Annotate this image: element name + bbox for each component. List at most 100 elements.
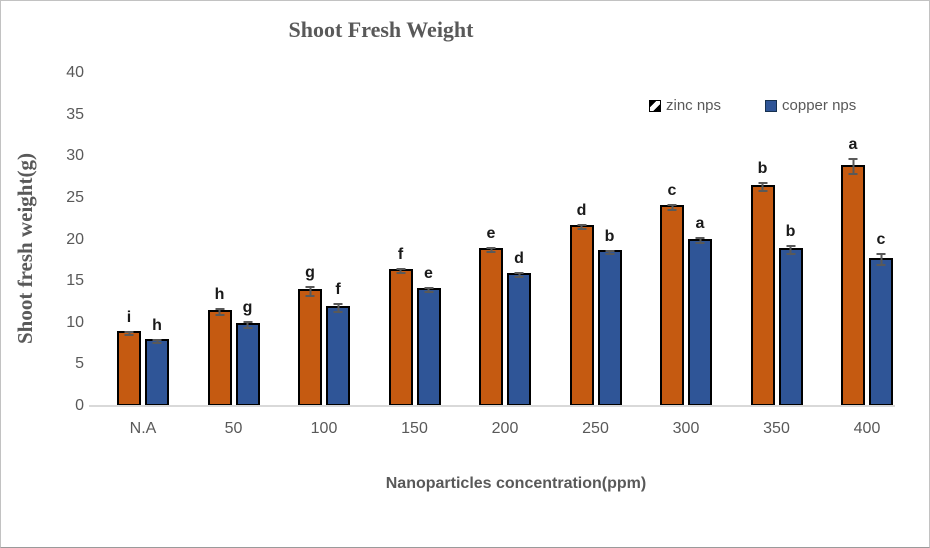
error-bar-line [246,322,249,327]
error-bar-line [761,184,764,191]
x-axis-line [89,405,895,407]
y-tick-label-10: 10 [66,313,84,331]
bar-copper-nps-N.A: h [145,317,169,406]
bar-copper-nps-150: e [416,265,441,406]
bar-zinc-nps-100: g [298,264,322,406]
significance-letter: h [152,316,162,334]
significance-letter: b [604,227,615,245]
error-bar [333,303,343,314]
x-tick-label-200: 200 [491,420,519,437]
error-bar-line [309,287,311,296]
error-bar [152,338,162,345]
copper-swatch-icon [765,99,778,112]
significance-letter: b [785,222,796,240]
y-tick-label-25: 25 [66,188,84,206]
error-bar-line [128,332,130,334]
error-bar [577,224,586,231]
error-bar-line [671,206,673,209]
bar-copper-nps-50: g [235,299,260,406]
bar-zinc-nps-350: b [750,161,775,406]
x-tick-label-250: 250 [582,420,609,437]
zinc-pattern-swatch-icon [649,99,661,112]
bar-zinc-nps-300: c [660,183,684,406]
error-bar-line [399,269,402,272]
bar-zinc-nps-400: a [841,137,865,406]
error-bar-line [852,160,854,173]
error-bar-line [518,273,520,276]
significance-letter: d [576,202,587,220]
chart-title: Shoot Fresh Weight [288,17,474,42]
bar-zinc-nps-N.A: i [117,309,141,406]
x-tick-label-350: 350 [763,420,790,437]
bar-copper-nps-200: d [507,250,531,406]
significance-letter: c [876,231,886,249]
legend-item-zinc-nps: zinc nps [649,97,721,114]
y-tick-label-30: 30 [66,147,84,165]
error-bar-line [427,288,430,291]
significance-letter: e [424,264,433,282]
error-bar-line [490,248,492,251]
error-bar [876,253,886,267]
x-tick-label-100: 100 [310,420,338,437]
legend-item-copper-nps: copper nps [765,97,856,114]
error-bar [667,204,677,211]
error-bar [695,237,705,244]
error-bar [605,249,614,255]
significance-letter: g [305,263,315,281]
y-axis-title: Shoot fresh weight(g) [13,153,37,345]
error-bar [243,320,252,329]
significance-letter: e [486,224,496,242]
error-bar-line [789,246,792,253]
x-tick-label-300: 300 [672,420,700,437]
error-bar-line [880,255,882,265]
error-bar [424,286,433,293]
bar-zinc-nps-150: f [388,246,413,406]
error-bar [124,330,134,336]
significance-letter: a [848,136,858,154]
significance-letter: d [514,249,524,267]
significance-letter: h [214,286,225,304]
y-tick-label-5: 5 [75,355,84,373]
y-tick-label-35: 35 [66,105,84,123]
bar-zinc-nps-250: d [569,203,594,406]
x-tick-label-N.A: N.A [129,420,157,437]
bar-copper-nps-400: c [869,232,893,406]
bar-copper-nps-300: a [688,216,712,406]
error-bar [396,267,405,274]
error-bar [758,182,767,193]
y-tick-label-15: 15 [66,272,84,290]
significance-letter: f [397,245,404,263]
x-axis-title: Nanoparticles concentration(ppm) [385,475,647,492]
significance-letter: b [757,160,768,178]
legend-label-copper-nps: copper nps [782,97,857,114]
error-bar-line [156,340,158,343]
x-tick-label-50: 50 [224,420,243,437]
error-bar-line [218,310,221,315]
error-bar-line [608,251,611,253]
error-bar [215,308,224,317]
error-bar [305,285,315,298]
plot-area: 0 5 10 15 20 25 30 35 40 i h N.A h g 50 g f 100 f e 150 e d 200… [66,64,894,437]
error-bar [514,271,524,278]
bar-copper-nps-250: b [597,228,622,406]
error-bar [486,246,496,253]
significance-letter: i [126,308,132,326]
error-bar-line [699,239,701,242]
x-tick-label-150: 150 [401,420,428,437]
legend: zinc nps copper nps [649,97,856,114]
significance-letter: f [335,281,341,299]
bar-copper-nps-350: b [778,223,803,406]
x-tick-label-400: 400 [853,420,881,437]
significance-letter: g [242,298,253,316]
error-bar-line [580,226,583,229]
bar-zinc-nps-200: e [479,225,503,406]
bar-copper-nps-100: f [326,282,350,406]
